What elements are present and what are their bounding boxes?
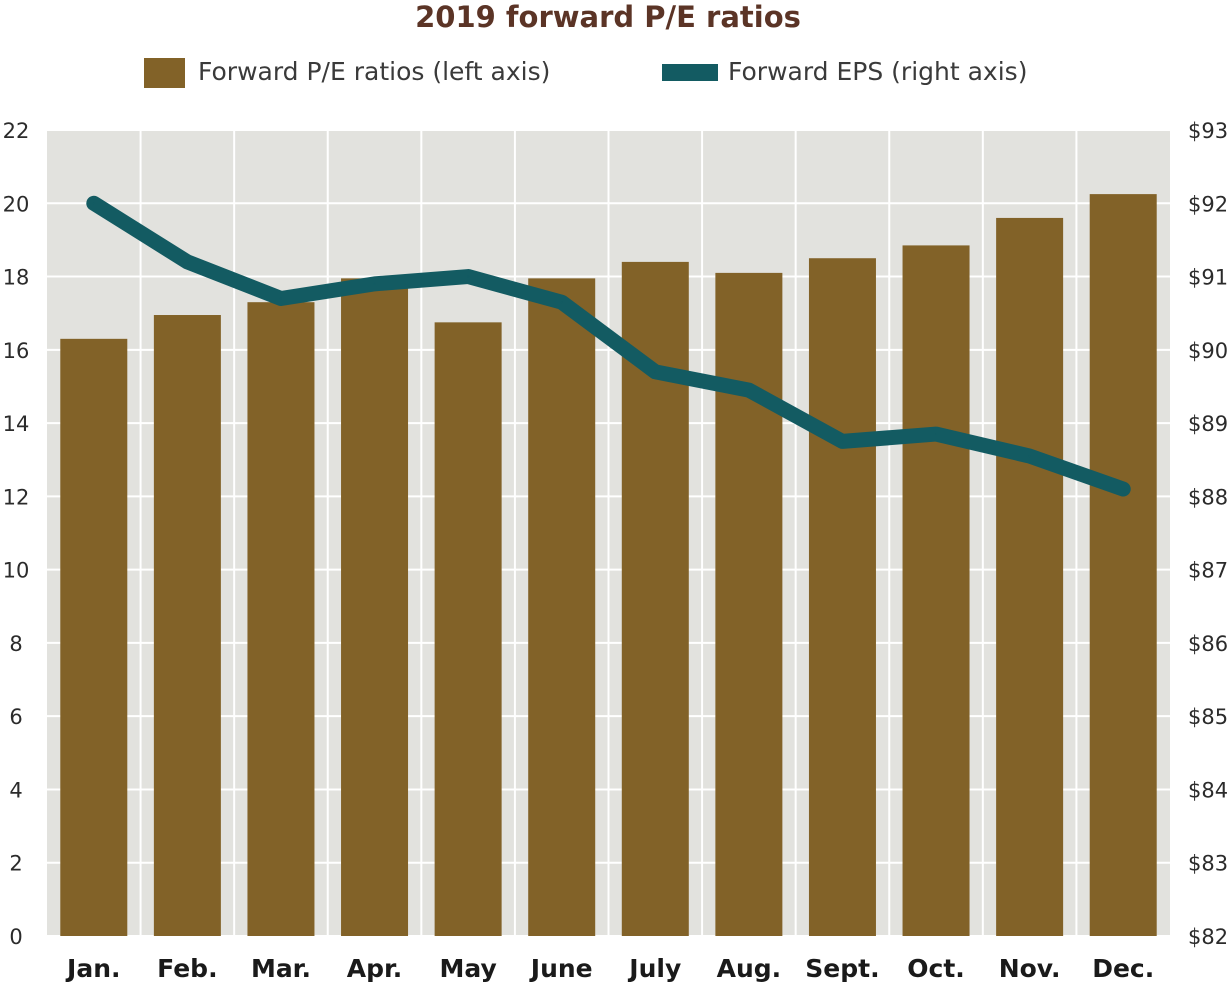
right-tick-label: $93 bbox=[1188, 119, 1228, 143]
legend-bar-label: Forward P/E ratios (left axis) bbox=[198, 57, 550, 86]
left-tick-label: 10 bbox=[3, 559, 30, 583]
left-tick-label: 12 bbox=[3, 485, 30, 509]
pe-bar bbox=[1089, 194, 1157, 936]
eps-point bbox=[654, 370, 657, 373]
pe-bar bbox=[902, 245, 970, 936]
legend-bar-swatch bbox=[144, 58, 185, 88]
eps-line bbox=[86, 195, 1131, 497]
left-axis: 0 2 4 6 8 10 12 14 16 18 20 22 bbox=[3, 119, 30, 949]
pe-bar bbox=[60, 338, 128, 936]
x-tick-label: Apr. bbox=[347, 954, 403, 983]
eps-point bbox=[1028, 455, 1031, 458]
left-tick-label: 4 bbox=[9, 778, 22, 802]
pe-bar bbox=[996, 217, 1064, 937]
x-tick-label: Sept. bbox=[805, 954, 879, 983]
eps-point bbox=[935, 433, 938, 436]
x-tick-label: Mar. bbox=[251, 954, 311, 983]
right-axis: $82 $83 $84 $85 $86 $87 $88 $89 $90 $91 $92 $93 bbox=[1188, 119, 1228, 949]
right-tick-label: $92 bbox=[1188, 192, 1228, 216]
pe-bar bbox=[808, 258, 876, 936]
pe-bar bbox=[434, 322, 502, 936]
left-tick-label: 0 bbox=[9, 925, 22, 949]
x-tick-label: Oct. bbox=[907, 954, 965, 983]
eps-point bbox=[467, 275, 470, 278]
pe-bar bbox=[153, 315, 221, 936]
left-tick-label: 8 bbox=[9, 632, 22, 656]
right-tick-label: $88 bbox=[1188, 485, 1228, 509]
left-tick-label: 18 bbox=[3, 266, 30, 290]
x-tick-label: Aug. bbox=[717, 954, 782, 983]
pe-bar bbox=[715, 272, 783, 936]
x-tick-label: Dec. bbox=[1092, 954, 1154, 983]
x-tick-label: July bbox=[627, 954, 681, 983]
bar-series bbox=[60, 194, 1157, 937]
pe-bar bbox=[528, 278, 596, 936]
line-series bbox=[86, 195, 1131, 497]
right-tick-label: $90 bbox=[1188, 339, 1228, 363]
right-tick-label: $84 bbox=[1188, 778, 1228, 802]
pe-bar bbox=[341, 278, 409, 936]
eps-point bbox=[186, 260, 189, 263]
left-tick-label: 22 bbox=[3, 119, 30, 143]
x-tick-label: Jan. bbox=[65, 954, 120, 983]
eps-point bbox=[279, 297, 282, 300]
left-tick-label: 20 bbox=[3, 192, 30, 216]
left-tick-label: 2 bbox=[9, 852, 22, 876]
x-tick-label: June bbox=[529, 954, 593, 983]
x-tick-label: May bbox=[439, 954, 496, 983]
pe-bar bbox=[247, 302, 315, 936]
left-tick-label: 14 bbox=[3, 412, 30, 436]
gridlines bbox=[47, 129, 1170, 937]
legend-line-label: Forward EPS (right axis) bbox=[728, 57, 1027, 86]
eps-point bbox=[92, 202, 95, 205]
eps-point bbox=[373, 282, 376, 285]
x-axis: Jan. Feb. Mar. Apr. May June July Aug. Sept. Oct.… bbox=[65, 954, 1154, 983]
right-tick-label: $82 bbox=[1188, 925, 1228, 949]
legend-line-swatch bbox=[662, 64, 718, 81]
x-tick-label: Feb. bbox=[157, 954, 217, 983]
right-tick-label: $87 bbox=[1188, 559, 1228, 583]
eps-point bbox=[841, 440, 844, 443]
chart-title: 2019 forward P/E ratios bbox=[415, 0, 801, 34]
eps-point bbox=[560, 301, 563, 304]
right-tick-label: $83 bbox=[1188, 852, 1228, 876]
right-tick-label: $85 bbox=[1188, 705, 1228, 729]
eps-point bbox=[747, 389, 750, 392]
left-tick-label: 16 bbox=[3, 339, 30, 363]
eps-point bbox=[1122, 488, 1125, 491]
right-tick-label: $86 bbox=[1188, 632, 1228, 656]
x-tick-label: Nov. bbox=[999, 954, 1061, 983]
right-tick-label: $91 bbox=[1188, 266, 1228, 290]
legend: Forward P/E ratios (left axis) Forward E… bbox=[144, 57, 1027, 88]
left-tick-label: 6 bbox=[9, 705, 22, 729]
right-tick-label: $89 bbox=[1188, 412, 1228, 436]
